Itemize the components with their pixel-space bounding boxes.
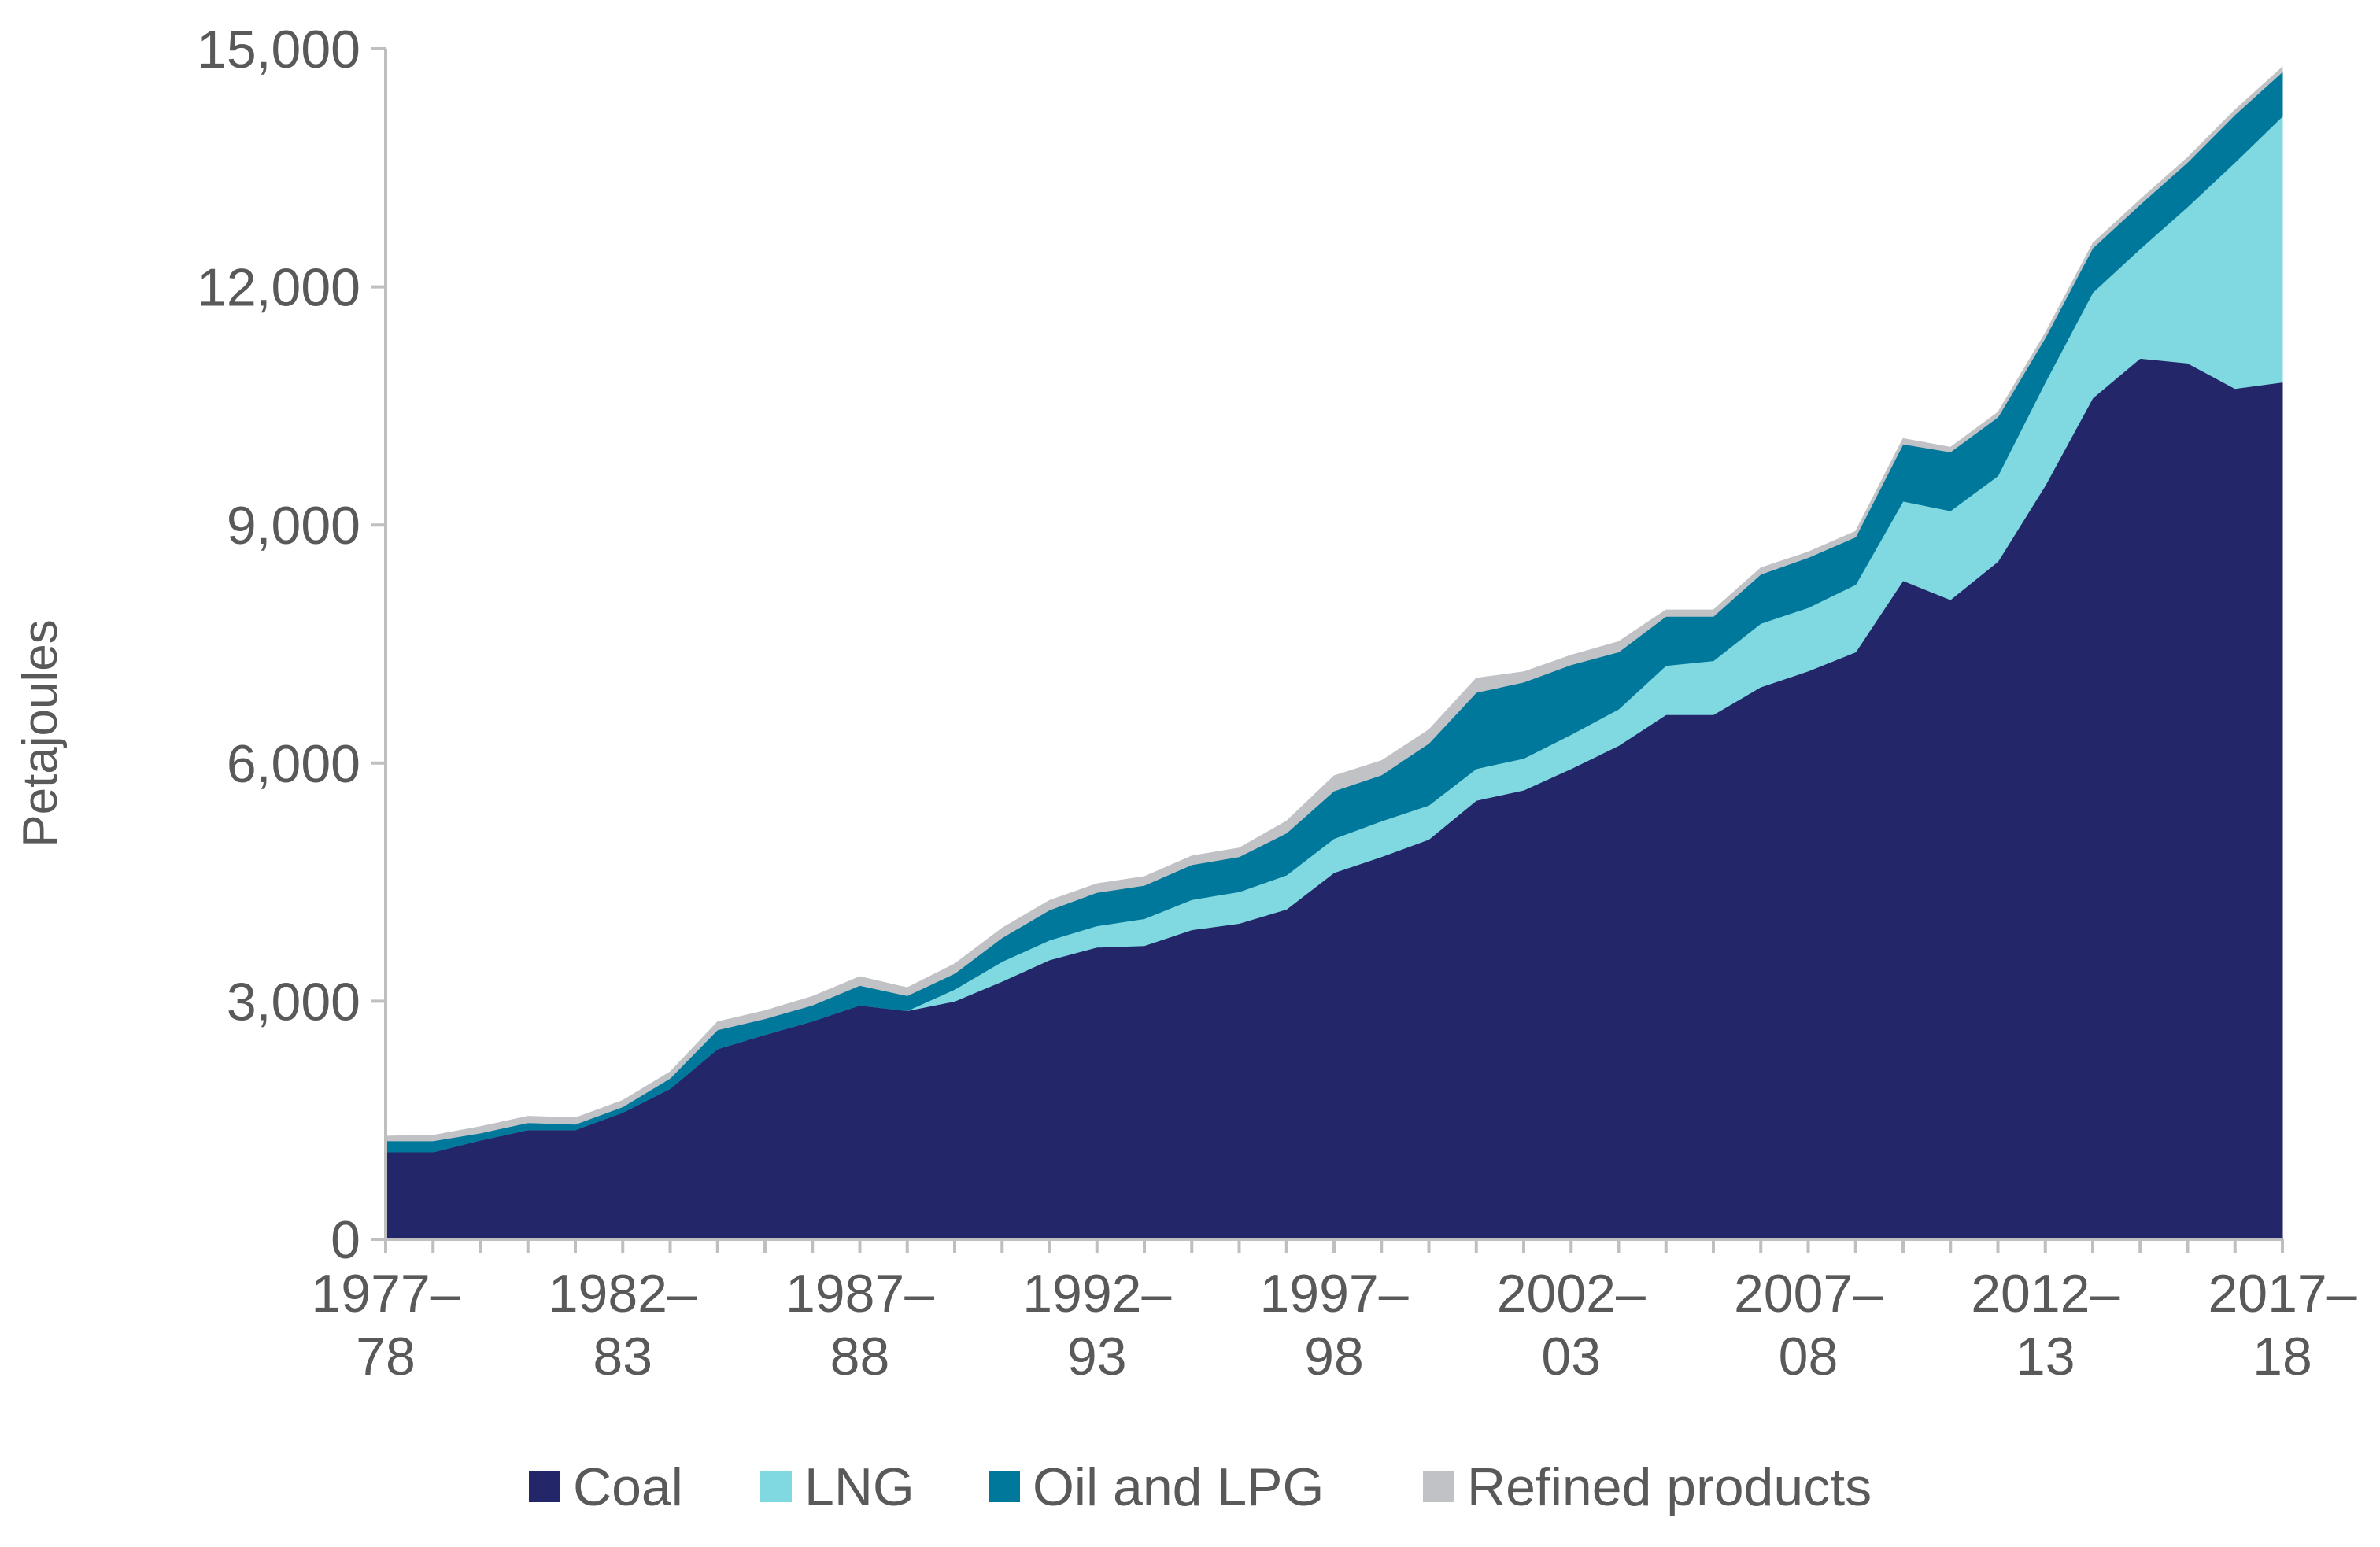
legend-item-oil-and-lpg: Oil and LPG: [989, 1457, 1324, 1517]
legend-item-lng: LNG: [760, 1457, 915, 1517]
x-tick-label: 03: [1541, 1327, 1601, 1386]
x-tick-label: 88: [830, 1327, 890, 1386]
x-tick-label: 98: [1304, 1327, 1364, 1386]
legend-item-refined-products: Refined products: [1423, 1457, 1872, 1517]
legend: Coal LNG Oil and LPG Refined products: [529, 1457, 1872, 1517]
legend-swatch: [760, 1471, 792, 1502]
x-tick-label: 1982–: [549, 1264, 697, 1324]
x-tick-label: 13: [2016, 1327, 2075, 1386]
legend-swatch: [529, 1471, 560, 1502]
y-axis: 0 3,000 6,000 9,000 12,000 15,000: [197, 20, 387, 1270]
x-tick-label: 2002–: [1497, 1264, 1646, 1324]
legend-label: LNG: [804, 1457, 915, 1517]
y-tick-label: 9,000: [227, 496, 360, 556]
area-refined-products: [385, 66, 2283, 1142]
y-tick-label: 0: [331, 1210, 360, 1270]
x-tick-label: 83: [593, 1327, 652, 1386]
x-tick-label: 78: [356, 1327, 416, 1386]
y-axis-title: Petajoules: [13, 619, 68, 847]
x-tick-label: 2007–: [1734, 1264, 1883, 1324]
x-tick-label: 1987–: [785, 1264, 934, 1324]
legend-label: Refined products: [1467, 1457, 1872, 1517]
x-tick-label: 2012–: [1971, 1264, 2119, 1324]
y-tick-label: 6,000: [227, 734, 360, 794]
y-tick-label: 12,000: [197, 258, 360, 318]
legend-swatch: [989, 1471, 1020, 1502]
area-layers: [385, 66, 2283, 1240]
x-tick-label: 18: [2252, 1327, 2312, 1386]
x-axis: 1977–78 1982–83 1987–88 1992–93 1997–98 2002–…: [311, 1238, 2357, 1386]
legend-label: Oil and LPG: [1033, 1457, 1324, 1517]
x-tick-label: 1997–: [1259, 1264, 1408, 1324]
y-tick-label: 3,000: [227, 972, 360, 1032]
legend-swatch: [1423, 1471, 1454, 1502]
x-tick-label: 1977–: [311, 1264, 460, 1324]
legend-item-coal: Coal: [529, 1457, 683, 1517]
x-tick-label: 93: [1067, 1327, 1127, 1386]
x-tick-label: 2017–: [2208, 1264, 2356, 1324]
x-tick-label: 08: [1779, 1327, 1839, 1386]
y-tick-label: 15,000: [197, 20, 360, 79]
legend-label: Coal: [573, 1457, 683, 1517]
x-tick-label: 1992–: [1022, 1264, 1171, 1324]
